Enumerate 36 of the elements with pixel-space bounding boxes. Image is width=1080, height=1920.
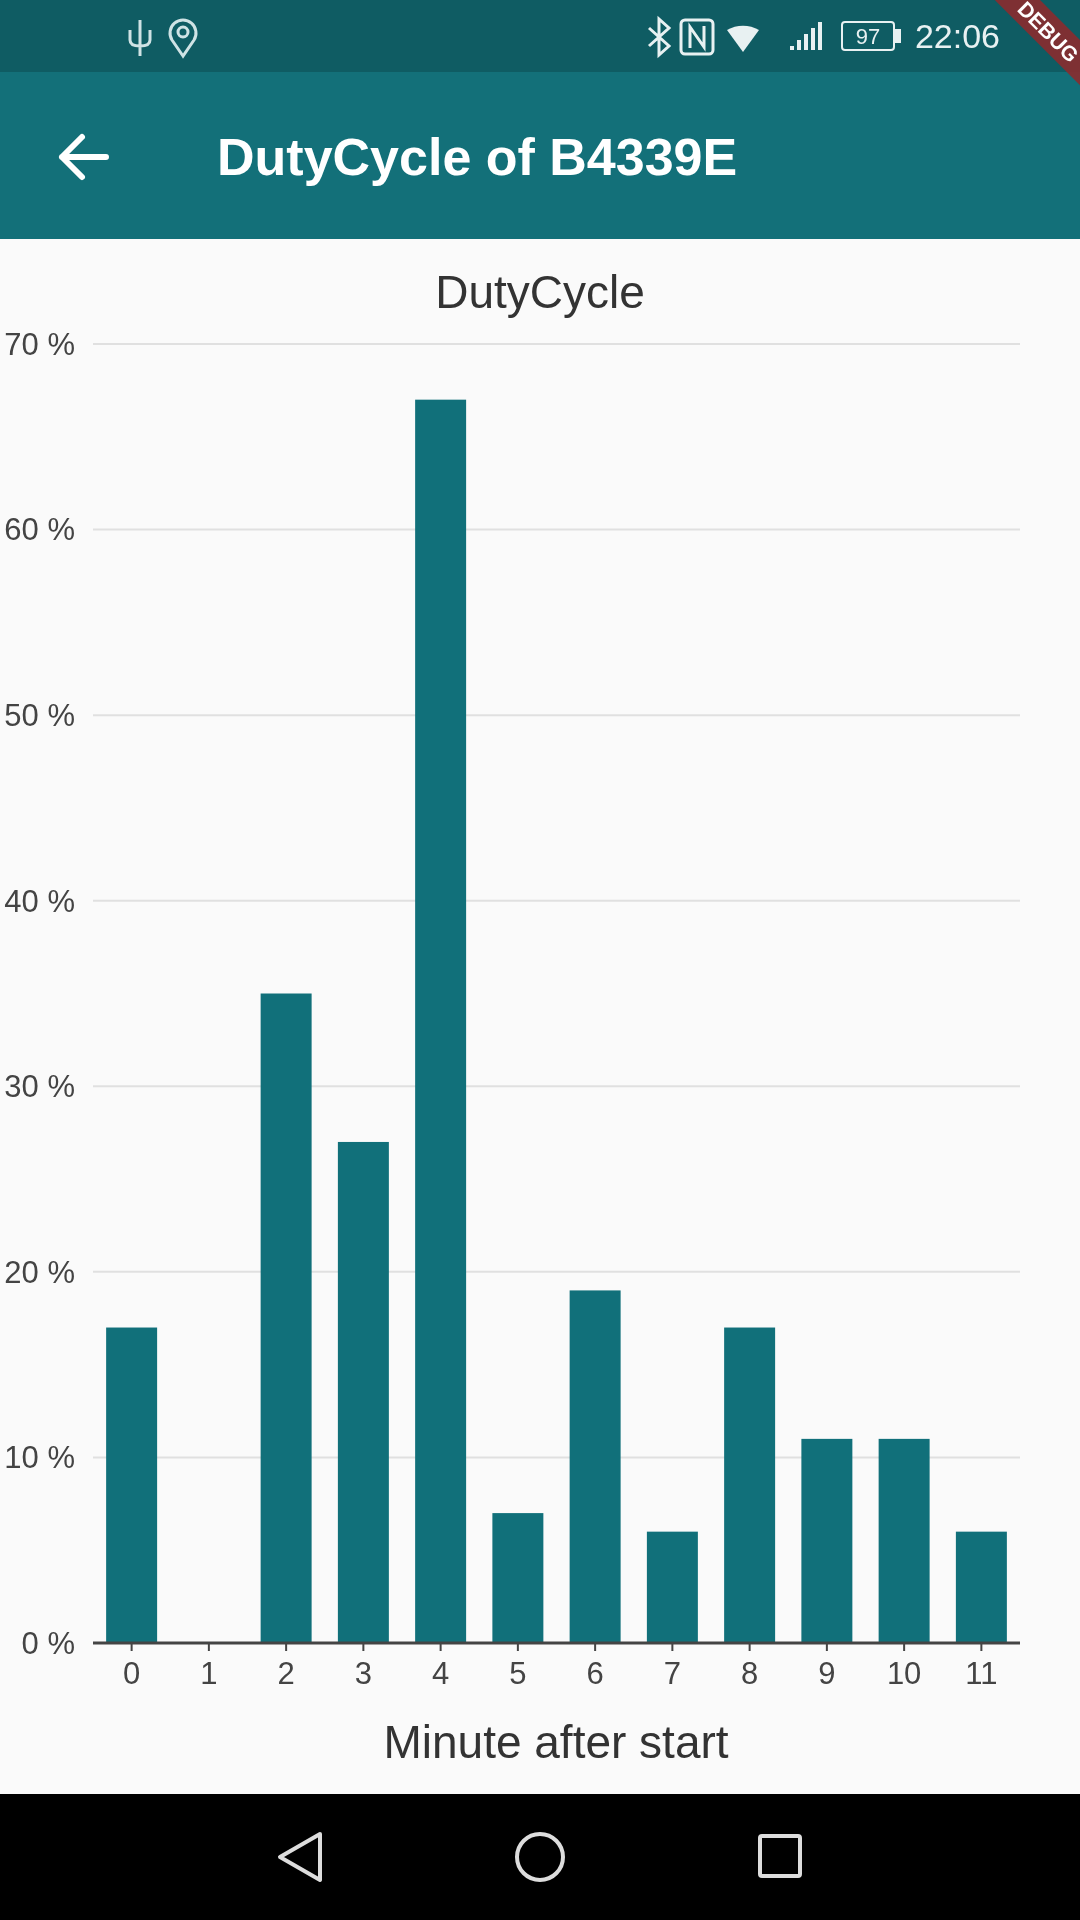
bar <box>337 1141 389 1643</box>
x-tick-label: 10 <box>886 1656 922 1691</box>
x-tick-label: 4 <box>432 1656 450 1691</box>
text: 97 <box>855 24 881 49</box>
x-axis-title: Minute after start <box>383 1716 729 1768</box>
y-tick-label: 10 % <box>4 1440 75 1476</box>
bar <box>955 1531 1007 1643</box>
x-tick-label: 5 <box>509 1656 527 1691</box>
bar <box>415 399 467 1643</box>
bar <box>569 1290 621 1643</box>
bar <box>724 1327 776 1643</box>
x-tick-label: 2 <box>277 1656 295 1691</box>
x-tick-label: 8 <box>741 1656 759 1691</box>
x-tick-label: 0 <box>123 1656 141 1691</box>
bar <box>260 993 312 1643</box>
y-tick-label: 50 % <box>4 697 75 733</box>
chart-subtitle: DutyCycle <box>435 266 645 318</box>
y-tick-label: 60 % <box>4 512 75 548</box>
x-tick-label: 6 <box>586 1656 604 1691</box>
text: 22:06 <box>914 17 1000 55</box>
y-tick-label: 20 % <box>4 1254 75 1290</box>
y-tick-label: 70 % <box>4 326 75 362</box>
chart-title: DutyCycle of B4339E <box>217 128 738 186</box>
x-tick-label: 11 <box>965 1656 998 1691</box>
bar <box>646 1531 698 1643</box>
x-tick-label: 7 <box>663 1656 681 1691</box>
x-tick-label: 9 <box>818 1656 836 1691</box>
x-tick-label: 1 <box>200 1656 218 1691</box>
bar <box>801 1438 853 1643</box>
bar <box>878 1438 930 1643</box>
bar <box>492 1513 544 1643</box>
y-tick-label: 40 % <box>4 883 75 919</box>
x-tick-label: 3 <box>354 1656 372 1691</box>
y-tick-label: 0 % <box>21 1625 75 1661</box>
bar <box>106 1327 158 1643</box>
y-tick-label: 30 % <box>4 1069 75 1105</box>
